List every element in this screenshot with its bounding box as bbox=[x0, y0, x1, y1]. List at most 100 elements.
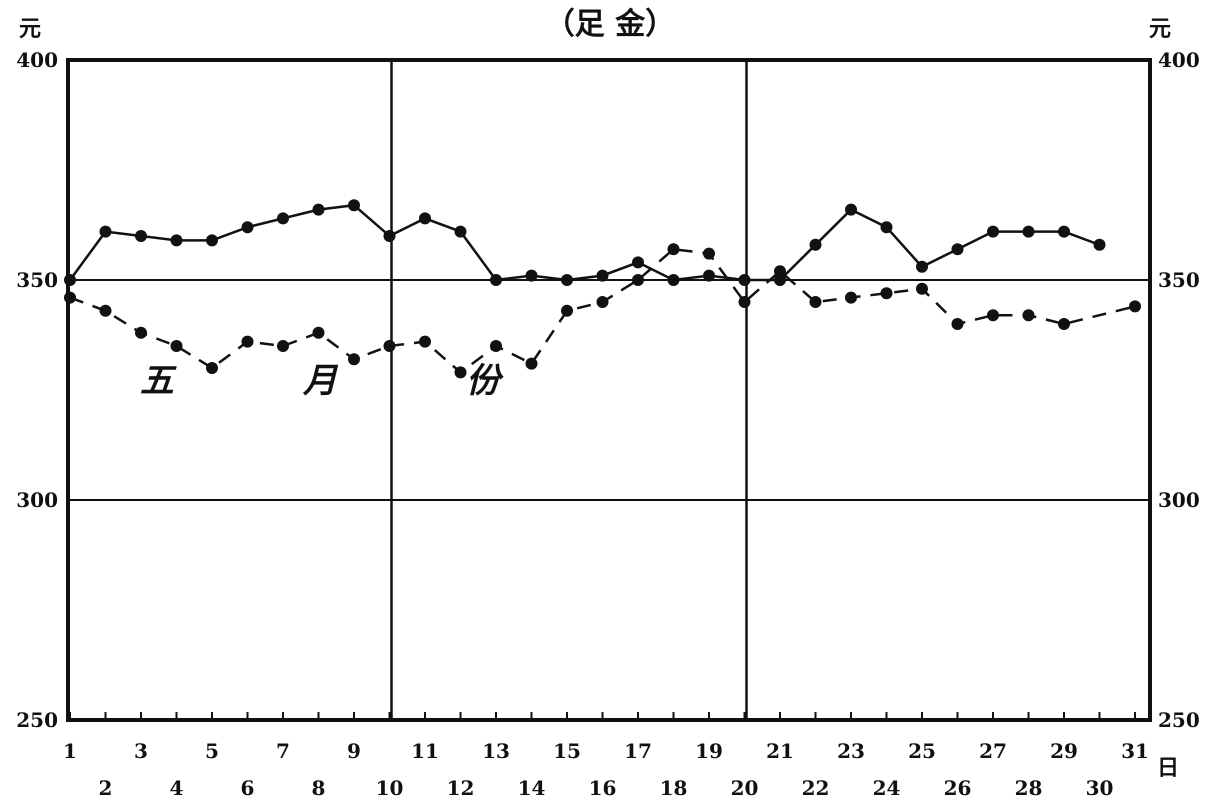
y-axis-unit-right: 元 bbox=[1149, 16, 1171, 42]
series-1-point-2 bbox=[99, 225, 112, 238]
x-tick-20: 20 bbox=[731, 776, 759, 800]
series-1-point-24 bbox=[880, 221, 893, 234]
x-tick-17: 17 bbox=[624, 739, 652, 763]
x-tick-3: 3 bbox=[134, 739, 148, 763]
series-2-point-12 bbox=[454, 366, 467, 379]
series-1-point-4 bbox=[170, 234, 183, 247]
series-1-point-25 bbox=[916, 260, 928, 273]
series-2-point-31 bbox=[1129, 300, 1141, 313]
x-tick-6: 6 bbox=[241, 776, 255, 800]
x-tick-25: 25 bbox=[908, 739, 936, 763]
series-2-point-8 bbox=[312, 326, 325, 339]
x-tick-22: 22 bbox=[802, 776, 830, 800]
series-2-point-29 bbox=[1058, 318, 1070, 330]
series-1-point-17 bbox=[632, 256, 644, 269]
x-tick-8: 8 bbox=[312, 776, 326, 800]
x-tick-1: 1 bbox=[63, 739, 77, 763]
y-tick-left-250: 250 bbox=[16, 708, 58, 732]
series-1-point-16 bbox=[596, 269, 609, 282]
series-1-point-23 bbox=[845, 203, 857, 216]
series-1-point-18 bbox=[667, 274, 680, 286]
x-tick-14: 14 bbox=[518, 776, 546, 800]
x-tick-31: 31 bbox=[1121, 739, 1149, 763]
series-2-point-25 bbox=[916, 282, 928, 295]
series-2-point-3 bbox=[135, 326, 147, 339]
x-tick-7: 7 bbox=[276, 739, 290, 763]
series-1-point-7 bbox=[277, 212, 289, 225]
y-axis-unit-left: 元 bbox=[19, 16, 41, 42]
x-tick-24: 24 bbox=[873, 776, 901, 800]
x-tick-9: 9 bbox=[347, 739, 361, 763]
series-2-point-4 bbox=[170, 340, 183, 352]
series-2-point-2 bbox=[99, 304, 112, 317]
series-1-point-30 bbox=[1093, 238, 1106, 251]
x-tick-4: 4 bbox=[170, 776, 184, 800]
series-2-point-24 bbox=[880, 287, 893, 300]
y-tick-right-400: 400 bbox=[1158, 48, 1200, 72]
series-1-point-22 bbox=[809, 238, 822, 251]
y-tick-right-350: 350 bbox=[1158, 268, 1200, 292]
x-tick-15: 15 bbox=[553, 739, 581, 763]
series-2-point-28 bbox=[1022, 309, 1035, 322]
series-2-point-21 bbox=[774, 265, 786, 278]
series-1-point-5 bbox=[206, 234, 218, 247]
x-tick-11: 11 bbox=[411, 739, 439, 763]
x-axis-unit: 日 bbox=[1157, 755, 1179, 781]
x-tick-30: 30 bbox=[1086, 776, 1114, 800]
series-1-point-19 bbox=[703, 269, 715, 282]
series-1-point-26 bbox=[951, 243, 964, 256]
series-2-point-18 bbox=[667, 243, 680, 256]
series-1-point-1 bbox=[64, 274, 76, 286]
series-1-point-29 bbox=[1058, 225, 1070, 238]
x-tick-27: 27 bbox=[979, 739, 1007, 763]
series-2-point-27 bbox=[987, 309, 999, 322]
series-1-point-9 bbox=[348, 199, 360, 212]
series-2-point-14 bbox=[525, 357, 538, 370]
series-2-point-6 bbox=[241, 335, 254, 348]
y-tick-left-350: 350 bbox=[16, 268, 58, 292]
x-tick-29: 29 bbox=[1050, 739, 1078, 763]
series-1-point-21 bbox=[774, 274, 786, 286]
series-2-point-16 bbox=[596, 296, 609, 308]
chart-title: （足 金） bbox=[545, 7, 675, 42]
series-1-point-15 bbox=[561, 274, 573, 286]
series-1-point-14 bbox=[525, 269, 538, 282]
x-tick-2: 2 bbox=[99, 776, 113, 800]
series-2-line bbox=[69, 247, 1136, 375]
series-2-point-13 bbox=[490, 340, 502, 352]
x-tick-13: 13 bbox=[482, 739, 510, 763]
x-tick-21: 21 bbox=[766, 739, 794, 763]
x-tick-19: 19 bbox=[695, 739, 723, 763]
x-tick-28: 28 bbox=[1015, 776, 1043, 800]
x-tick-5: 5 bbox=[205, 739, 219, 763]
y-tick-left-300: 300 bbox=[16, 488, 58, 512]
grid-layer bbox=[66, 58, 1152, 722]
y-tick-left-400: 400 bbox=[16, 48, 58, 72]
series-2-point-17 bbox=[632, 274, 644, 286]
series-2-point-7 bbox=[277, 340, 289, 352]
series-1-point-12 bbox=[454, 225, 467, 238]
series-2-point-10 bbox=[383, 340, 396, 352]
series-1-point-3 bbox=[135, 230, 147, 242]
series-layer bbox=[64, 199, 1141, 379]
x-tick-23: 23 bbox=[837, 739, 865, 763]
series-2-point-26 bbox=[951, 318, 964, 330]
series-1-line bbox=[68, 203, 1100, 282]
chart-annotation: 五 月 份 bbox=[140, 361, 504, 401]
series-2-point-5 bbox=[206, 362, 218, 374]
series-1-point-11 bbox=[419, 212, 431, 225]
series-1-point-20 bbox=[738, 274, 751, 286]
series-1-point-10 bbox=[383, 230, 396, 242]
series-2-point-19 bbox=[703, 247, 715, 260]
series-2-point-20 bbox=[738, 296, 751, 308]
series-2-point-9 bbox=[348, 353, 360, 366]
x-tick-18: 18 bbox=[660, 776, 688, 800]
series-1-point-27 bbox=[987, 225, 999, 238]
x-tick-26: 26 bbox=[944, 776, 972, 800]
x-tick-12: 12 bbox=[447, 776, 475, 800]
series-1-point-8 bbox=[312, 203, 325, 216]
x-tick-10: 10 bbox=[376, 776, 404, 800]
series-2-point-11 bbox=[419, 335, 431, 348]
